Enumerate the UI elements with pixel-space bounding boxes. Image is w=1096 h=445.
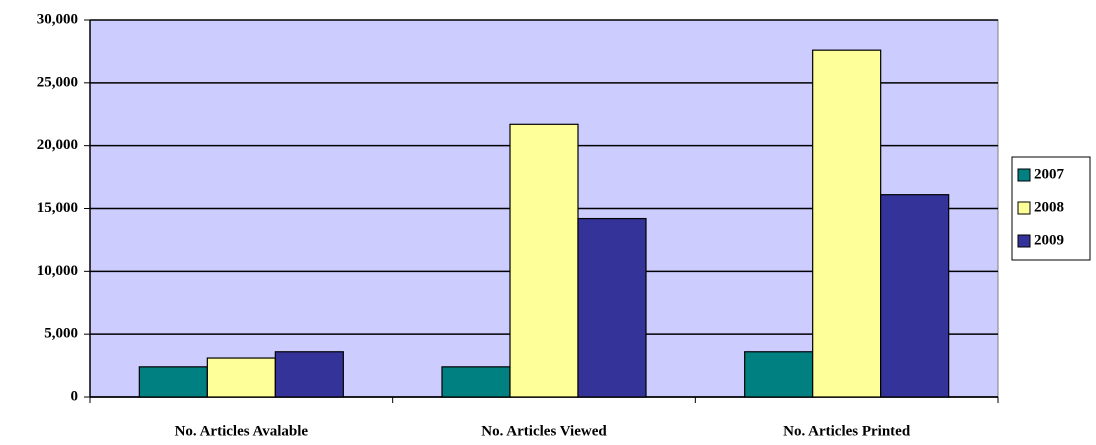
- bar: [138, 366, 208, 398]
- legend-swatch: [1017, 234, 1031, 248]
- x-tick-label: No. Articles Viewed: [481, 423, 607, 439]
- bar: [812, 49, 882, 398]
- legend-label: 2009: [1034, 232, 1064, 248]
- bar: [509, 123, 579, 398]
- y-tick-label: 5,000: [44, 326, 78, 342]
- bar: [744, 351, 814, 398]
- y-tick-label: 10,000: [37, 263, 78, 279]
- legend-label: 2008: [1034, 199, 1064, 215]
- y-tick-label: 20,000: [37, 137, 78, 153]
- bar: [206, 357, 276, 398]
- y-tick-label: 30,000: [37, 11, 78, 27]
- legend-swatch: [1017, 201, 1031, 215]
- bar: [274, 351, 344, 398]
- y-tick-label: 0: [71, 388, 79, 404]
- y-tick-label: 15,000: [37, 200, 78, 216]
- x-tick-label: No. Articles Printed: [783, 423, 911, 439]
- bar: [441, 366, 511, 398]
- bar: [880, 194, 950, 398]
- y-tick-label: 25,000: [37, 74, 78, 90]
- bar: [577, 217, 647, 398]
- x-tick-label: No. Articles Avalable: [175, 423, 309, 439]
- legend-swatch: [1017, 168, 1031, 182]
- legend-label: 2007: [1034, 166, 1065, 182]
